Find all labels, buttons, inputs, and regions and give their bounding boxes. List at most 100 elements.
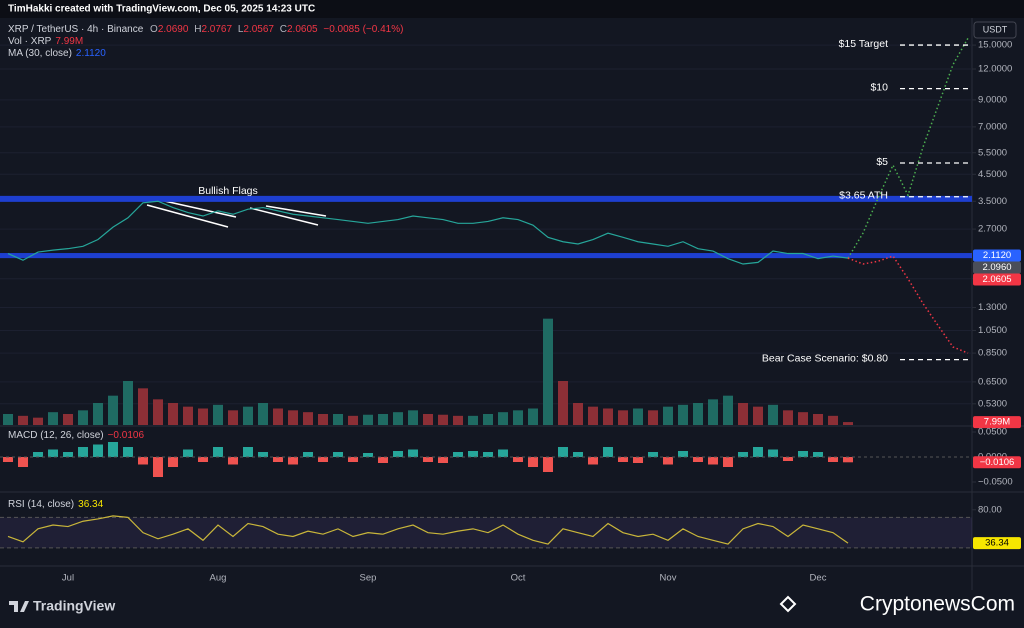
- bar: [348, 457, 358, 462]
- ohlc-key: O: [150, 24, 158, 35]
- series-line: [847, 255, 969, 354]
- bar: [603, 447, 613, 457]
- bar: [648, 452, 658, 457]
- bar: [3, 414, 13, 425]
- label-layer: 15.0000 12.0000 9.0000 7.0000 5.5000 4.5000 3.…: [62, 38, 1021, 584]
- bar: [723, 395, 733, 425]
- vol-label: Vol · XRP: [8, 36, 52, 47]
- change: −0.0085 (−0.41%): [323, 24, 403, 35]
- bar: [318, 457, 328, 462]
- flag-line: [159, 199, 237, 218]
- ohlc-value: 2.0567: [243, 24, 274, 35]
- legend-rsi: RSI (14, close) 36.34: [8, 499, 104, 510]
- ohlc-key: H: [194, 24, 201, 35]
- bar: [438, 457, 448, 463]
- bar: [258, 452, 268, 457]
- legend-ma: MA (30, close) 2.1120: [8, 48, 106, 59]
- legend-main: XRP / TetherUS · 4h · Binance O2.0690 H2…: [8, 24, 403, 35]
- bar: [558, 447, 568, 457]
- bar: [48, 412, 58, 425]
- bar: [423, 414, 433, 425]
- value-tag: [973, 537, 1021, 550]
- bar: [783, 457, 793, 461]
- y-tick-label: 0.0500: [978, 427, 1007, 438]
- bar: [753, 447, 763, 457]
- bar: [318, 414, 328, 425]
- bar: [813, 414, 823, 425]
- bar: [168, 457, 178, 467]
- y-tick-label: 0.5300: [978, 398, 1007, 409]
- bar: [198, 457, 208, 462]
- level-label: $15 Target: [839, 38, 889, 50]
- bar: [93, 444, 103, 457]
- bar: [273, 408, 283, 425]
- bar: [93, 403, 103, 425]
- bar: [363, 414, 373, 425]
- price-tag-label: 2.0605: [982, 274, 1011, 285]
- bar: [333, 414, 343, 425]
- x-tick-label: Sep: [360, 573, 377, 584]
- bar: [573, 452, 583, 457]
- y-tick-label: 4.5000: [978, 169, 1007, 180]
- bar: [843, 422, 853, 425]
- bar: [63, 452, 73, 457]
- bar: [513, 410, 523, 425]
- ohlc-key: L: [238, 24, 244, 35]
- ohlc-value: 2.0605: [287, 24, 318, 35]
- bar: [663, 457, 673, 465]
- bar: [108, 442, 118, 457]
- vol-value: 7.99M: [55, 36, 83, 47]
- bar: [693, 403, 703, 425]
- bar: [468, 451, 478, 457]
- plot-layer: [0, 37, 976, 549]
- y-tick-label: 80.00: [978, 504, 1002, 515]
- legend-vol: Vol · XRP 7.99M: [8, 36, 83, 47]
- bar: [303, 452, 313, 457]
- x-tick-label: Nov: [660, 573, 677, 584]
- unit-button[interactable]: [973, 21, 1017, 39]
- unit-label[interactable]: USDT: [983, 24, 1008, 34]
- bar: [513, 457, 523, 462]
- bar: [288, 410, 298, 425]
- bar: [408, 449, 418, 457]
- bar: [828, 415, 838, 425]
- level-label: $3.65 ATH: [839, 190, 888, 202]
- bar: [258, 403, 268, 425]
- bar: [828, 457, 838, 462]
- y-tick-label: 7.0000: [978, 121, 1007, 132]
- bar: [303, 412, 313, 425]
- x-tick-label: Dec: [810, 573, 827, 584]
- zone: [0, 253, 972, 259]
- bar: [348, 415, 358, 425]
- rsi-label: RSI (14, close): [8, 499, 74, 510]
- price-tag: [973, 273, 1021, 286]
- bar: [648, 410, 658, 425]
- x-tick-label: Jul: [62, 573, 74, 584]
- bar: [33, 452, 43, 457]
- legend-macd: MACD (12, 26, close) −0.0106: [8, 430, 144, 441]
- bar: [423, 457, 433, 462]
- bar: [558, 381, 568, 425]
- ma-label: MA (30, close): [8, 48, 72, 59]
- bar: [483, 414, 493, 425]
- bar: [273, 457, 283, 462]
- bar: [213, 447, 223, 457]
- bar: [213, 404, 223, 425]
- price-tag: [973, 261, 1021, 274]
- watermark-text: CryptonewsCom: [860, 593, 1015, 616]
- value-tag: [973, 456, 1021, 469]
- bar: [468, 415, 478, 425]
- bar: [453, 415, 463, 425]
- bar: [78, 447, 88, 457]
- bar: [378, 414, 388, 425]
- series-line: [7, 200, 849, 265]
- bar: [633, 408, 643, 425]
- bar: [363, 453, 373, 457]
- series-line: [7, 515, 849, 545]
- y-tick-label: 12.0000: [978, 64, 1012, 75]
- bar: [333, 452, 343, 457]
- bar: [153, 457, 163, 477]
- bar: [483, 452, 493, 457]
- bar: [123, 447, 133, 457]
- bar: [738, 403, 748, 425]
